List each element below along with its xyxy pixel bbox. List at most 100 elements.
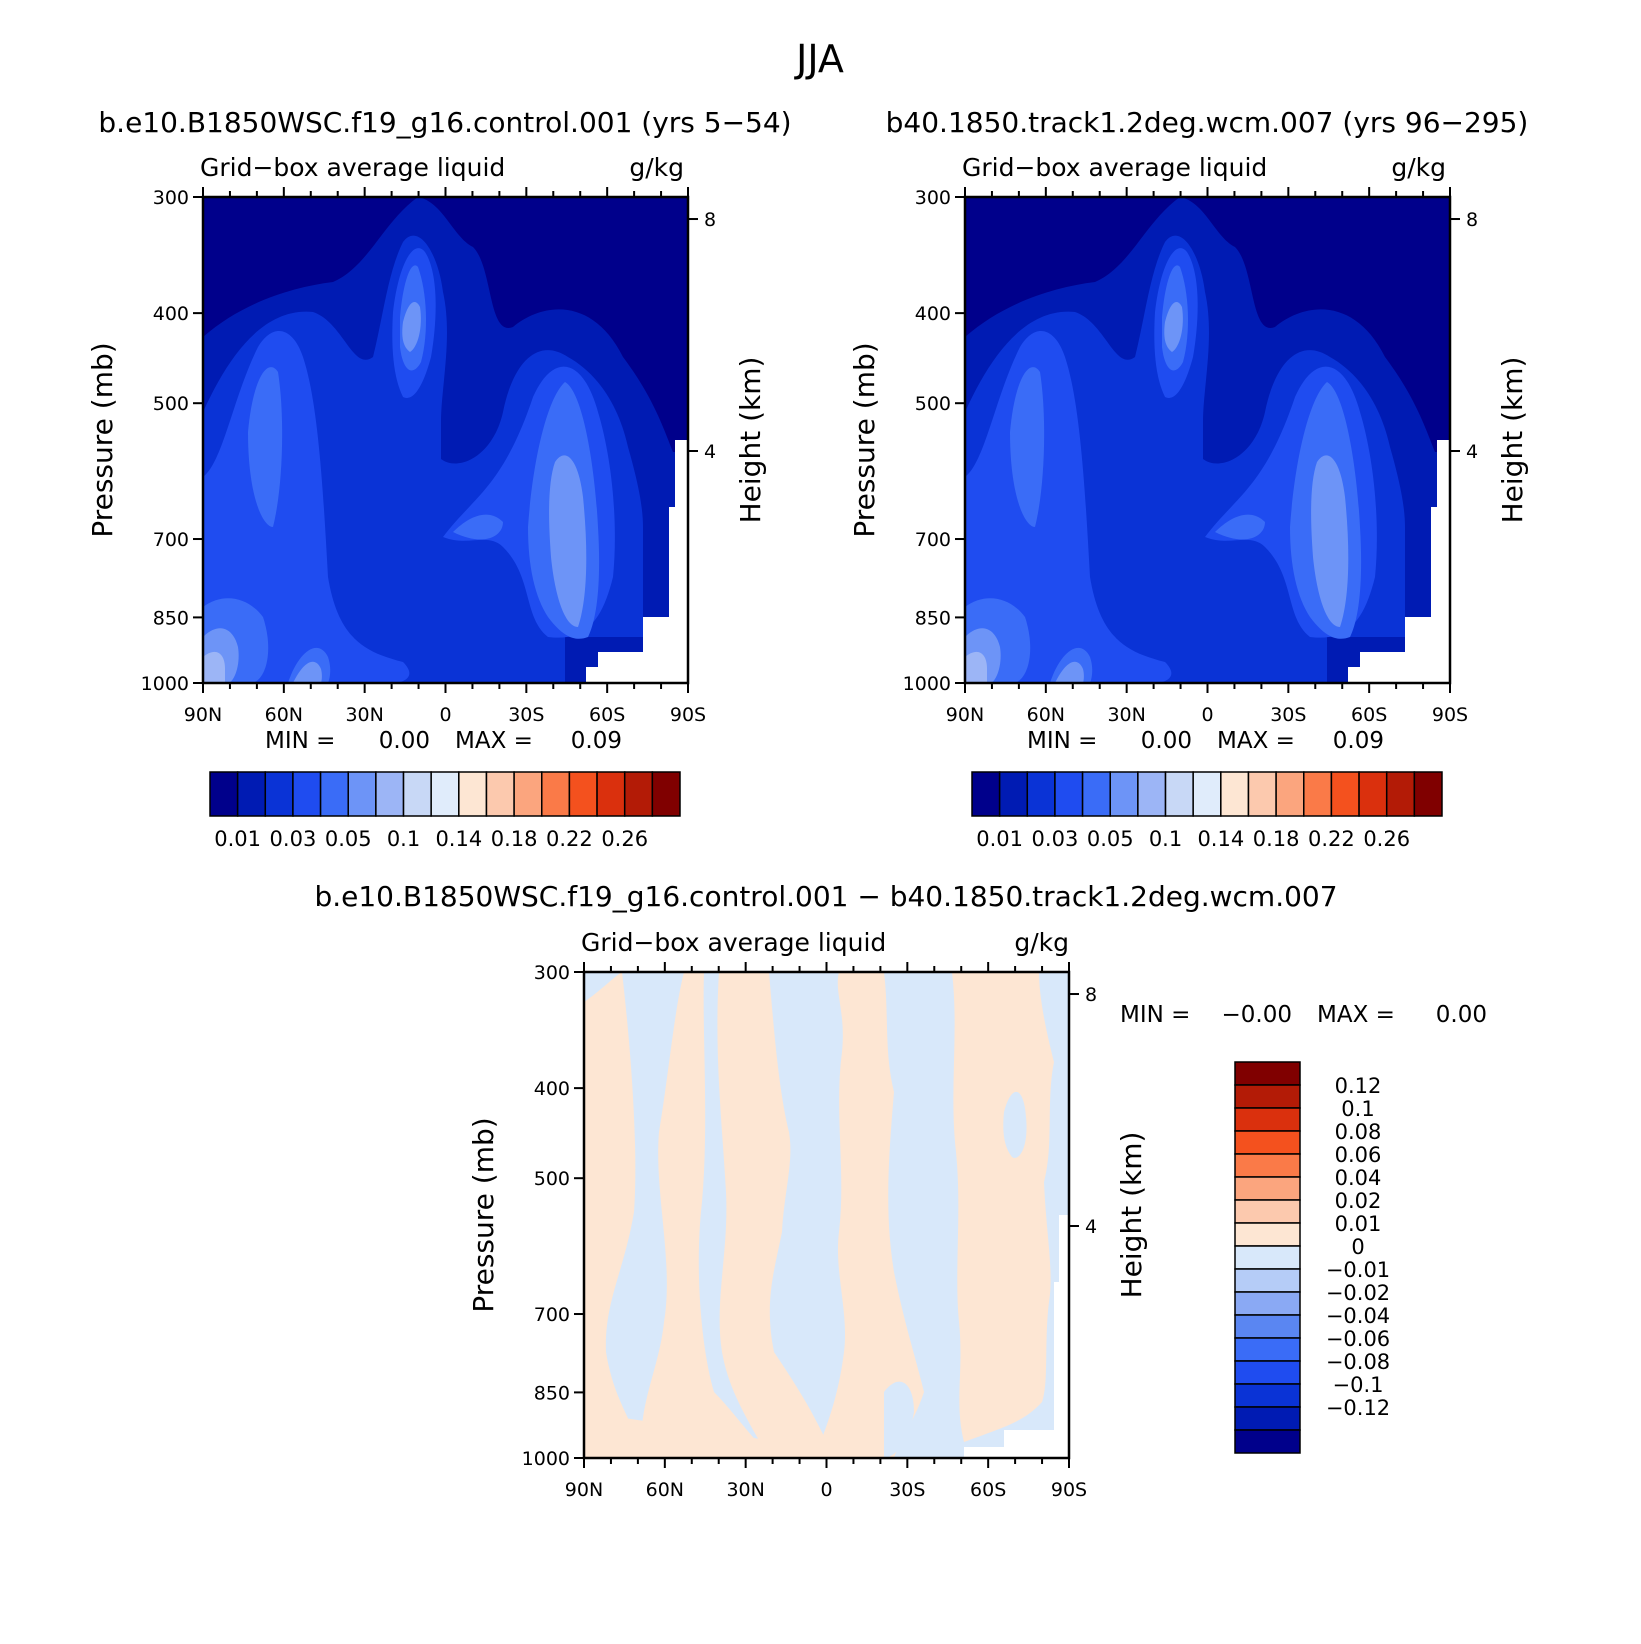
colorbar-label: 0.22 [1308,827,1355,851]
colorbar-label: −0.08 [1326,1350,1390,1374]
colorbar-swatch [430,771,460,817]
colorbar-swatch [1234,1429,1301,1454]
colorbar-swatch [1234,1245,1301,1270]
max-value: 0.09 [1333,728,1384,754]
panel-right-contours [965,197,1450,683]
panel-diff-ticks: 300 400 500 700 850 1000 8 4 90N 60N 30N 0 30S 60S 90S [522,962,1097,1501]
pressure-tick-label: 700 [915,529,951,551]
pressure-tick-label: 500 [153,393,189,415]
pressure-tick-label: 500 [534,1168,570,1190]
colorbar-label: 0.08 [1335,1120,1382,1144]
lat-tick-label: 60S [970,1479,1006,1501]
panel-left-stats: MIN = 0.00 MAX = 0.09 [265,728,622,754]
lat-tick-label: 30S [889,1479,925,1501]
colorbar-label: 0.03 [270,827,317,851]
colorbar-label: 0.05 [325,827,372,851]
colorbar-label: 0.14 [435,827,482,851]
colorbar-swatch [1234,1153,1301,1178]
colorbar-swatch [1275,771,1305,817]
min-value: 0.00 [379,728,430,754]
lat-tick-label: 90S [1051,1479,1087,1501]
panel-diff-title: b.e10.B1850WSC.f19_g16.control.001 − b40… [314,880,1337,913]
lat-tick-label: 60N [1027,704,1065,726]
lat-tick-label: 60N [646,1479,684,1501]
colorbar-left: 0.01 0.03 0.05 0.1 0.14 0.18 0.22 0.26 [209,771,681,851]
colorbar-swatch [264,771,294,817]
colorbar-swatch [402,771,432,817]
colorbar-swatch [971,771,1001,817]
height-tick-label: 4 [704,441,716,463]
pressure-tick-label: 1000 [903,673,951,695]
colorbar-label: 0.03 [1032,827,1079,851]
pressure-axis-label: Pressure (mb) [848,342,881,537]
panel-right-ticks: 300 400 500 700 850 1000 8 4 90N 60N 30N 0 30S 60S 90S [903,187,1478,726]
colorbar-swatch [651,771,681,817]
colorbar-swatch [319,771,349,817]
colorbar-swatch [1358,771,1388,817]
colorbar-swatch [236,771,267,817]
min-label: MIN = [1120,1002,1190,1028]
min-value: −0.00 [1222,1002,1292,1028]
pressure-tick-label: 850 [153,607,189,629]
min-label: MIN = [1027,728,1097,754]
lat-tick-label: 60N [265,704,303,726]
pressure-tick-label: 850 [534,1382,570,1404]
pressure-tick-label: 300 [915,187,951,209]
panel-right-subtitle: Grid−box average liquid [962,153,1267,182]
colorbar-label: 0.1 [387,827,420,851]
height-axis-label: Height (km) [1115,1132,1148,1299]
pressure-tick-label: 300 [534,962,570,984]
lat-tick-label: 60S [1351,704,1387,726]
figure-title: JJA [794,37,844,81]
panel-right-stats: MIN = 0.00 MAX = 0.09 [1027,728,1384,754]
colorbar-label: 0.04 [1335,1166,1382,1190]
panel-left-ticks: 300 400 500 700 850 1000 8 4 90N 60N 30N 0 30S 60S 90S [141,187,716,726]
height-axis-label: Height (km) [1496,357,1529,524]
pressure-tick-label: 1000 [522,1448,570,1470]
pressure-tick-label: 1000 [141,673,189,695]
colorbar-swatch [623,771,654,817]
colorbar-swatch [1164,771,1194,817]
lat-tick-label: 30N [345,704,383,726]
max-label: MAX = [1317,1002,1395,1028]
colorbar-label: −0.01 [1326,1258,1390,1282]
colorbar-label: 0.26 [601,827,648,851]
colorbar-swatch [209,771,239,817]
height-tick-label: 8 [704,209,716,231]
panel-diff-units: g/kg [1014,928,1069,957]
panel-right-title: b40.1850.track1.2deg.wcm.007 (yrs 96−295… [886,106,1529,139]
colorbar-swatch [568,771,598,817]
colorbar-label: 0.01 [976,827,1023,851]
lat-tick-label: 30S [508,704,544,726]
pressure-tick-label: 400 [915,303,951,325]
colorbar-swatch [596,771,626,817]
lat-tick-label: 0 [820,1479,832,1501]
height-axis-label: Height (km) [734,357,767,524]
colorbar-swatch [513,771,543,817]
panel-left-title: b.e10.B1850WSC.f19_g16.control.001 (yrs … [98,106,791,139]
panel-left: b.e10.B1850WSC.f19_g16.control.001 (yrs … [86,106,792,851]
colorbar-swatch [1385,771,1416,817]
colorbar-swatch [541,771,571,817]
colorbar-swatch [1234,1222,1301,1247]
colorbar-swatch [1234,1383,1301,1408]
colorbar-label: 0.22 [546,827,593,851]
colorbar-label: 0.01 [1335,1212,1382,1236]
max-label: MAX = [1217,728,1295,754]
lat-tick-label: 30N [726,1479,764,1501]
panel-diff: b.e10.B1850WSC.f19_g16.control.001 − b40… [314,880,1487,1501]
pressure-tick-label: 500 [915,393,951,415]
panel-left-subtitle: Grid−box average liquid [200,153,505,182]
colorbar-swatch [1234,1199,1301,1224]
colorbar-swatch [375,771,405,817]
colorbar-swatch [1234,1176,1301,1201]
colorbar-swatch [998,771,1029,817]
colorbar-label: 0.02 [1335,1189,1382,1213]
colorbar-label: 0.14 [1197,827,1244,851]
pressure-tick-label: 300 [153,187,189,209]
colorbar-swatch [1081,771,1111,817]
pressure-tick-label: 700 [153,529,189,551]
colorbar-label: 0.18 [491,827,538,851]
min-label: MIN = [265,728,335,754]
